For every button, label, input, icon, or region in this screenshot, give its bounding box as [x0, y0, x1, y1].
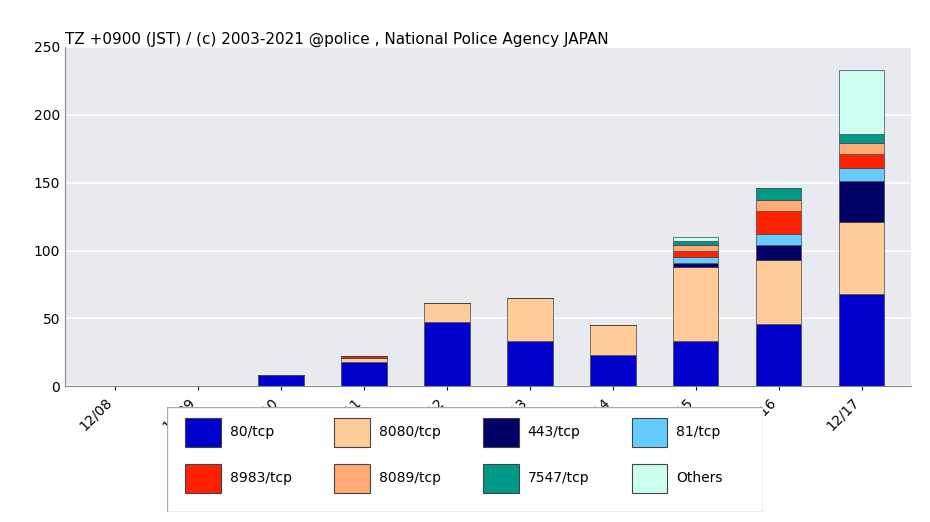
Bar	[673, 245, 719, 251]
Bar	[839, 181, 884, 222]
Bar	[590, 355, 635, 386]
FancyBboxPatch shape	[185, 418, 221, 447]
Bar	[507, 341, 552, 386]
FancyBboxPatch shape	[334, 418, 370, 447]
Bar	[756, 260, 802, 324]
Bar	[341, 358, 387, 362]
Bar	[756, 188, 802, 200]
Bar	[839, 222, 884, 294]
FancyBboxPatch shape	[167, 407, 763, 512]
Bar	[424, 303, 470, 323]
FancyBboxPatch shape	[483, 464, 519, 493]
Bar	[756, 211, 802, 234]
Bar	[756, 245, 802, 260]
Bar	[839, 168, 884, 181]
Bar	[673, 251, 719, 257]
FancyBboxPatch shape	[334, 464, 370, 493]
Text: 443/tcp: 443/tcp	[527, 425, 580, 439]
Bar	[756, 234, 802, 245]
Bar	[341, 357, 387, 358]
Bar	[839, 294, 884, 386]
FancyBboxPatch shape	[483, 418, 519, 447]
Bar	[341, 362, 387, 386]
Text: TZ +0900 (JST) / (c) 2003-2021 @police , National Police Agency JAPAN: TZ +0900 (JST) / (c) 2003-2021 @police ,…	[65, 31, 609, 46]
Text: 80/tcp: 80/tcp	[230, 425, 274, 439]
FancyBboxPatch shape	[631, 418, 668, 447]
Text: 8089/tcp: 8089/tcp	[379, 471, 441, 485]
Bar	[756, 324, 802, 386]
Bar	[673, 241, 719, 245]
Bar	[673, 263, 719, 267]
FancyBboxPatch shape	[631, 464, 668, 493]
Bar	[424, 323, 470, 386]
Bar	[839, 134, 884, 144]
Bar	[258, 375, 303, 386]
FancyBboxPatch shape	[185, 464, 221, 493]
Bar	[839, 154, 884, 168]
Bar	[839, 70, 884, 134]
Bar	[673, 341, 719, 386]
Text: Others: Others	[676, 471, 723, 485]
Bar	[839, 144, 884, 154]
Bar	[756, 200, 802, 211]
Bar	[507, 298, 552, 341]
Text: 7547/tcp: 7547/tcp	[527, 471, 589, 485]
Bar	[673, 267, 719, 341]
Text: 81/tcp: 81/tcp	[676, 425, 721, 439]
Text: 8080/tcp: 8080/tcp	[379, 425, 441, 439]
Bar	[673, 237, 719, 241]
Bar	[673, 257, 719, 263]
Bar	[590, 325, 635, 355]
Text: 8983/tcp: 8983/tcp	[230, 471, 292, 485]
